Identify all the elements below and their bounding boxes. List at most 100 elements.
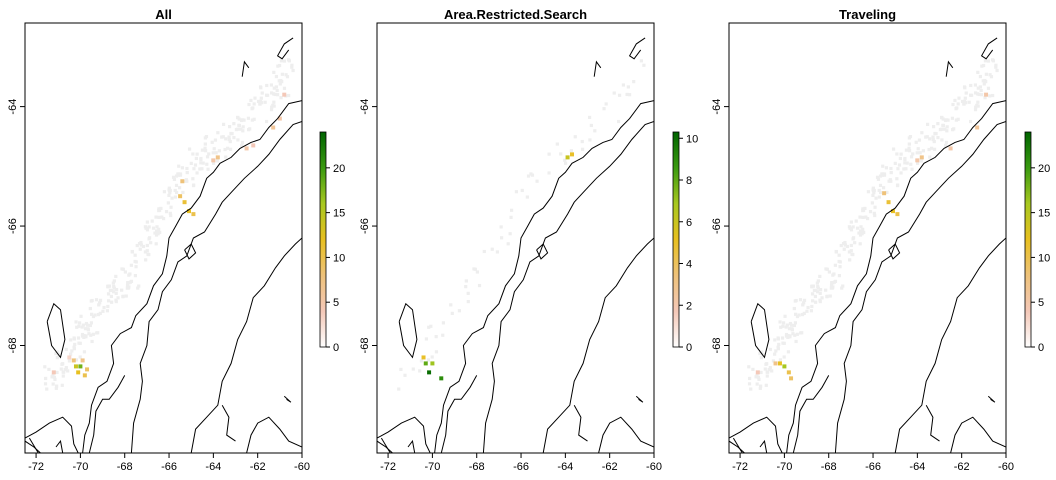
density-cell [251,143,256,148]
background-cell [153,231,157,235]
background-cell [825,294,829,298]
coastline [750,302,770,359]
background-cell [89,321,94,325]
background-cell [782,341,786,345]
background-cell [878,174,883,178]
background-cell [932,147,937,151]
coastline [377,440,393,453]
background-cell [526,174,531,178]
coastline [88,375,126,453]
background-cell [200,148,205,152]
background-cell [145,220,149,224]
background-cell [642,63,646,67]
background-cell [272,86,276,90]
background-cell [84,321,89,326]
background-cell [847,225,852,229]
background-cell [751,367,755,372]
coastline [536,243,549,260]
x-tick-label: -68 [821,461,837,473]
background-cell [854,219,858,223]
x-tick-label: -60 [646,461,662,473]
background-cell [969,83,973,88]
background-cell [136,286,140,290]
x-tick-label: -62 [250,461,266,473]
background-cell [63,367,67,372]
background-cell [78,355,82,359]
background-cell [126,286,131,290]
background-cell [55,356,59,360]
background-cell [806,305,810,310]
background-cell [778,320,782,324]
background-cell [843,243,847,247]
x-tick-label: -70 [72,461,88,473]
background-cell [64,366,68,370]
background-cell [978,85,982,89]
background-cell [982,82,986,86]
background-cell [855,226,860,230]
background-cell [909,155,914,159]
background-cell [167,188,172,193]
background-cell [50,375,54,379]
x-tick-label: -60 [998,461,1014,473]
background-cell [757,377,761,381]
coastline [987,395,996,403]
background-cell [106,284,110,288]
background-cell [954,107,958,111]
background-cell [928,137,932,141]
background-cell [274,74,278,79]
background-cell [466,299,470,304]
coastline [759,439,768,453]
background-cell [895,177,899,181]
background-cell [903,156,907,161]
background-cell [275,88,279,93]
background-cell [164,210,169,214]
background-cell [782,355,786,359]
background-cell [602,107,606,111]
background-cell [242,118,246,122]
background-cell [441,321,446,325]
background-cell [89,333,93,337]
background-cell [184,178,188,182]
background-cell [563,158,567,162]
background-cell [112,285,116,289]
background-cell [863,206,867,211]
background-cell [872,191,876,195]
background-cell [201,161,205,165]
background-cell [77,321,82,325]
background-cell [889,170,893,175]
background-cell [802,298,807,302]
background-cell [866,217,870,221]
background-cell [180,166,185,170]
background-cell [473,267,477,271]
background-cell [877,195,881,199]
background-cell [291,68,295,73]
background-cell [155,229,159,233]
background-cell [628,93,632,97]
background-cell [951,102,955,107]
density-cell [948,146,953,151]
background-cell [170,196,174,200]
background-cell [766,370,770,374]
background-cell [139,243,143,247]
background-cell [147,237,151,241]
background-cell [963,96,967,100]
density-cell [439,376,444,381]
density-cell [82,373,87,378]
background-cell [995,68,999,73]
background-cell [994,63,998,67]
background-cell [59,367,63,371]
density-cell [182,200,187,205]
coastline [945,60,954,77]
background-cell [181,190,185,195]
background-cell [162,190,167,194]
background-cell [54,386,58,390]
density-cell [565,155,570,160]
background-cell [191,177,195,181]
background-cell [896,183,900,187]
background-cell [79,314,83,318]
background-cell [169,213,173,218]
background-cell [177,172,181,176]
background-cell [791,332,795,336]
background-cell [108,288,113,292]
